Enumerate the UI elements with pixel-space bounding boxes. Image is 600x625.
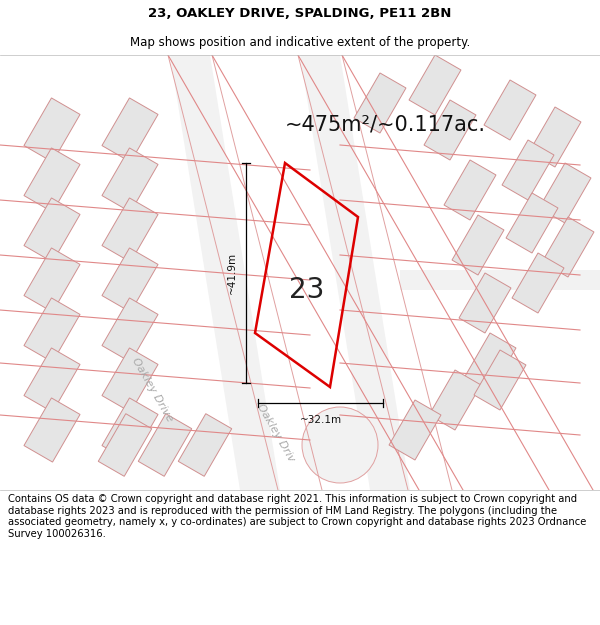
Polygon shape: [24, 98, 80, 162]
Polygon shape: [24, 148, 80, 212]
Text: 23, OAKLEY DRIVE, SPALDING, PE11 2BN: 23, OAKLEY DRIVE, SPALDING, PE11 2BN: [148, 8, 452, 20]
Text: Map shows position and indicative extent of the property.: Map shows position and indicative extent…: [130, 36, 470, 49]
Polygon shape: [24, 298, 80, 362]
Polygon shape: [389, 400, 441, 460]
Polygon shape: [484, 80, 536, 140]
Polygon shape: [24, 248, 80, 312]
Polygon shape: [502, 140, 554, 200]
Polygon shape: [400, 270, 600, 290]
Polygon shape: [178, 414, 232, 476]
Polygon shape: [102, 398, 158, 462]
Text: ~41.9m: ~41.9m: [227, 252, 237, 294]
Text: ~475m²/~0.117ac.: ~475m²/~0.117ac.: [285, 115, 486, 135]
Circle shape: [302, 407, 378, 483]
Polygon shape: [102, 248, 158, 312]
Polygon shape: [452, 215, 504, 275]
Polygon shape: [102, 298, 158, 362]
Polygon shape: [170, 55, 280, 490]
Polygon shape: [102, 198, 158, 262]
Polygon shape: [98, 414, 152, 476]
Polygon shape: [24, 348, 80, 412]
Polygon shape: [444, 160, 496, 220]
Polygon shape: [300, 55, 410, 490]
Polygon shape: [24, 198, 80, 262]
Polygon shape: [474, 350, 526, 410]
Polygon shape: [424, 100, 476, 160]
Text: Oakley Driv: Oakley Driv: [255, 402, 296, 464]
Polygon shape: [539, 163, 591, 223]
Polygon shape: [102, 98, 158, 162]
Polygon shape: [409, 55, 461, 115]
Polygon shape: [542, 217, 594, 277]
Polygon shape: [429, 370, 481, 430]
Polygon shape: [102, 148, 158, 212]
Text: Oakley Drive: Oakley Drive: [130, 356, 175, 424]
Polygon shape: [512, 253, 564, 313]
Text: Contains OS data © Crown copyright and database right 2021. This information is : Contains OS data © Crown copyright and d…: [8, 494, 586, 539]
Polygon shape: [102, 348, 158, 412]
Polygon shape: [354, 73, 406, 133]
Text: 23: 23: [289, 276, 325, 304]
Polygon shape: [529, 107, 581, 167]
Polygon shape: [459, 273, 511, 333]
Polygon shape: [24, 398, 80, 462]
Polygon shape: [138, 414, 192, 476]
Text: ~32.1m: ~32.1m: [299, 415, 341, 425]
Polygon shape: [464, 333, 516, 393]
Polygon shape: [506, 193, 558, 253]
